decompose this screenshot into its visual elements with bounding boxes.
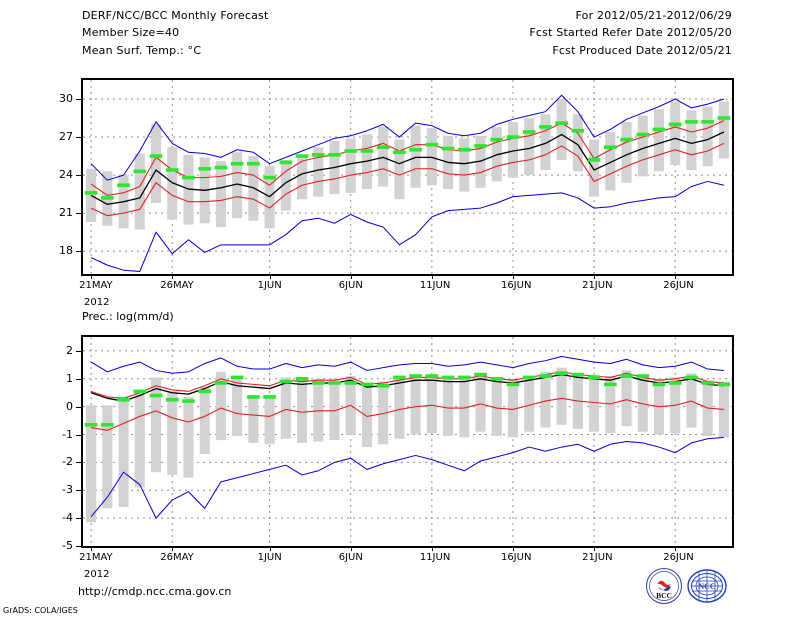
x-axis-tick-label: 26JUN <box>663 552 694 563</box>
x-axis-tick-mark <box>91 546 93 551</box>
prec-axis-year: 2012 <box>84 569 110 580</box>
y-axis-tick-label: 1 <box>66 371 73 385</box>
x-axis-tick-label: 1JUN <box>257 552 282 563</box>
svg-text:NCC: NCC <box>698 582 716 591</box>
temp-variable-label: Mean Surf. Temp.: °C <box>82 44 202 57</box>
precipitation-plot-svg <box>83 337 732 546</box>
chart-title: DERF/NCC/BCC Monthly Forecast <box>82 9 269 22</box>
x-axis-tick-mark <box>91 274 93 279</box>
y-axis-tick-label: -3 <box>62 483 73 497</box>
x-axis-tick-mark <box>675 274 677 279</box>
x-axis-tick-label: 16JUN <box>500 280 532 291</box>
y-axis-tick-mark <box>76 490 82 492</box>
x-axis-tick-label: 26MAY <box>160 280 194 291</box>
y-axis-tick-label: -2 <box>62 455 73 469</box>
ncc-logo-icon: NCC <box>687 569 727 603</box>
y-axis-tick-mark <box>76 434 82 436</box>
y-axis-tick-label: -4 <box>62 511 73 525</box>
temp-axis-year: 2012 <box>84 297 110 308</box>
x-axis-tick-label: 16JUN <box>500 552 532 563</box>
y-axis-tick-mark <box>76 213 82 215</box>
x-axis-tick-label: 26JUN <box>663 280 694 291</box>
x-axis-tick-label: 11JUN <box>419 280 451 291</box>
y-axis-tick-label: 18 <box>59 244 73 258</box>
source-url[interactable]: http://cmdp.ncc.cma.gov.cn <box>78 585 232 598</box>
x-axis-tick-mark <box>512 546 514 551</box>
y-axis-tick-label: 2 <box>66 343 73 357</box>
started-refer-date: Fcst Started Refer Date 2012/05/20 <box>529 26 732 39</box>
x-axis-tick-label: 26MAY <box>160 552 194 563</box>
x-axis-tick-label: 21JUN <box>582 280 613 291</box>
y-axis-tick-label: 0 <box>66 399 73 413</box>
x-axis-tick-mark <box>431 274 433 279</box>
y-axis-tick-mark <box>76 462 82 464</box>
x-axis-tick-mark <box>172 274 174 279</box>
y-axis-tick-mark <box>76 175 82 177</box>
x-axis-tick-mark <box>269 546 271 551</box>
x-axis-tick-label: 1JUN <box>257 280 282 291</box>
x-axis-tick-mark <box>350 274 352 279</box>
x-axis-tick-mark <box>172 546 174 551</box>
bcc-logo-icon: BCC <box>646 568 682 604</box>
y-axis-tick-mark <box>76 251 82 253</box>
y-axis-tick-label: 30 <box>59 92 73 106</box>
prec-variable-label: Prec.: log(mm/d) <box>82 310 174 323</box>
x-axis-tick-mark <box>512 274 514 279</box>
precipitation-plot-panel <box>81 335 734 548</box>
y-axis-tick-mark <box>76 350 82 352</box>
x-axis-tick-label: 6JUN <box>338 280 363 291</box>
y-axis-tick-label: 24 <box>59 168 73 182</box>
x-axis-tick-mark <box>431 546 433 551</box>
temperature-plot-panel <box>81 78 734 276</box>
y-axis-tick-mark <box>76 546 82 547</box>
member-size-label: Member Size=40 <box>82 26 180 39</box>
x-axis-tick-label: 11JUN <box>419 552 451 563</box>
grads-credit: GrADS: COLA/IGES <box>3 606 78 615</box>
y-axis-tick-label: 27 <box>59 130 73 144</box>
x-axis-tick-mark <box>675 546 677 551</box>
x-axis-tick-label: 6JUN <box>338 552 363 563</box>
y-axis-tick-label: 21 <box>59 206 73 220</box>
y-axis-tick-mark <box>76 378 82 380</box>
produced-date: Fcst Produced Date 2012/05/21 <box>552 44 732 57</box>
x-axis-tick-label: 21JUN <box>582 552 613 563</box>
svg-text:BCC: BCC <box>656 591 672 600</box>
x-axis-tick-label: 21MAY <box>79 552 113 563</box>
y-axis-tick-label: -5 <box>62 539 73 552</box>
x-axis-tick-mark <box>350 546 352 551</box>
y-axis-tick-label: -1 <box>62 427 73 441</box>
temperature-plot-svg <box>83 80 732 274</box>
x-axis-tick-mark <box>594 274 596 279</box>
y-axis-tick-mark <box>76 518 82 520</box>
y-axis-tick-mark <box>76 406 82 408</box>
x-axis-tick-mark <box>269 274 271 279</box>
y-axis-tick-mark <box>76 99 82 101</box>
y-axis-tick-mark <box>76 137 82 139</box>
forecast-period: For 2012/05/21-2012/06/29 <box>575 9 732 22</box>
x-axis-tick-label: 21MAY <box>79 280 113 291</box>
x-axis-tick-mark <box>594 546 596 551</box>
